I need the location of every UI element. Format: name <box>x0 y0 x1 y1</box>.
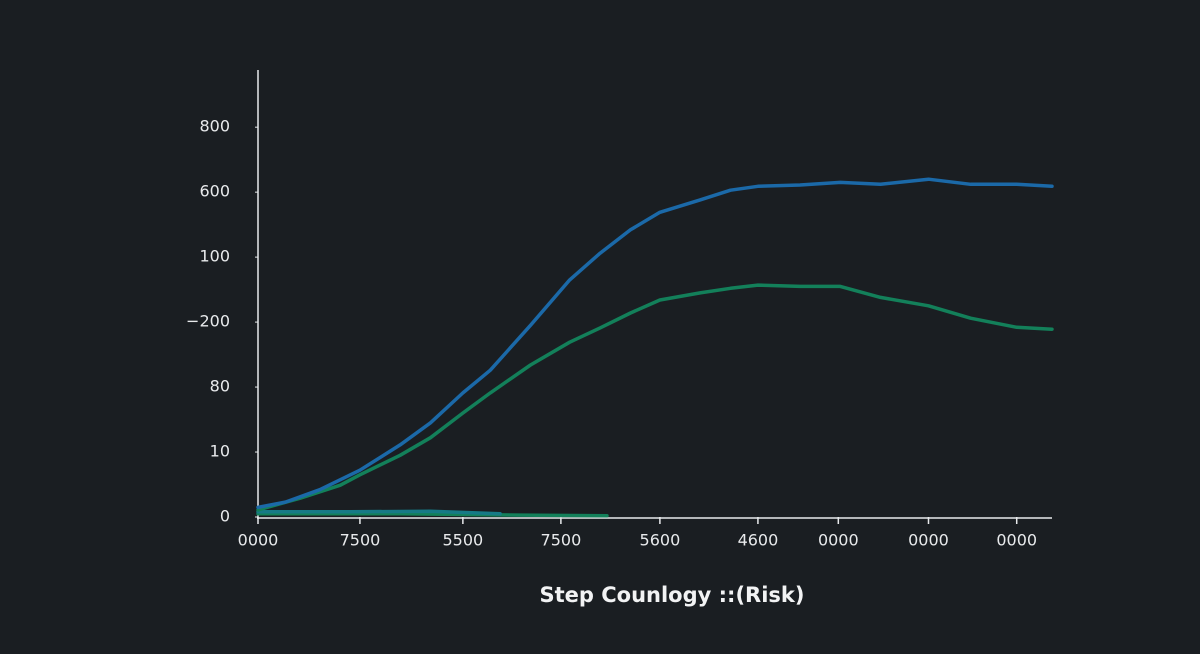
y-tick-label: 10 <box>210 442 230 461</box>
series-line <box>256 177 1054 510</box>
y-tick-label: 800 <box>199 117 230 136</box>
y-tick-label: 600 <box>199 182 230 201</box>
series-line <box>256 512 609 518</box>
x-tick-label: 0000 <box>818 531 859 550</box>
y-tick-label: −200 <box>186 312 230 331</box>
x-tick-label: 0000 <box>908 531 949 550</box>
x-tick-label: 0000 <box>238 531 279 550</box>
x-tick-label: 5500 <box>443 531 484 550</box>
y-tick-label: 100 <box>199 247 230 266</box>
y-tick-label: 80 <box>210 377 230 396</box>
x-tick-label: 4600 <box>738 531 779 550</box>
series-line <box>256 509 502 516</box>
y-tick-label: 0 <box>220 507 230 526</box>
x-tick-label: 0000 <box>996 531 1037 550</box>
series-line <box>256 283 1054 512</box>
x-tick-label: 7500 <box>541 531 582 550</box>
x-tick-label: 5600 <box>640 531 681 550</box>
x-axis-label: Step Counlogy ::(Risk) <box>540 583 805 607</box>
x-tick-label: 7500 <box>340 531 381 550</box>
